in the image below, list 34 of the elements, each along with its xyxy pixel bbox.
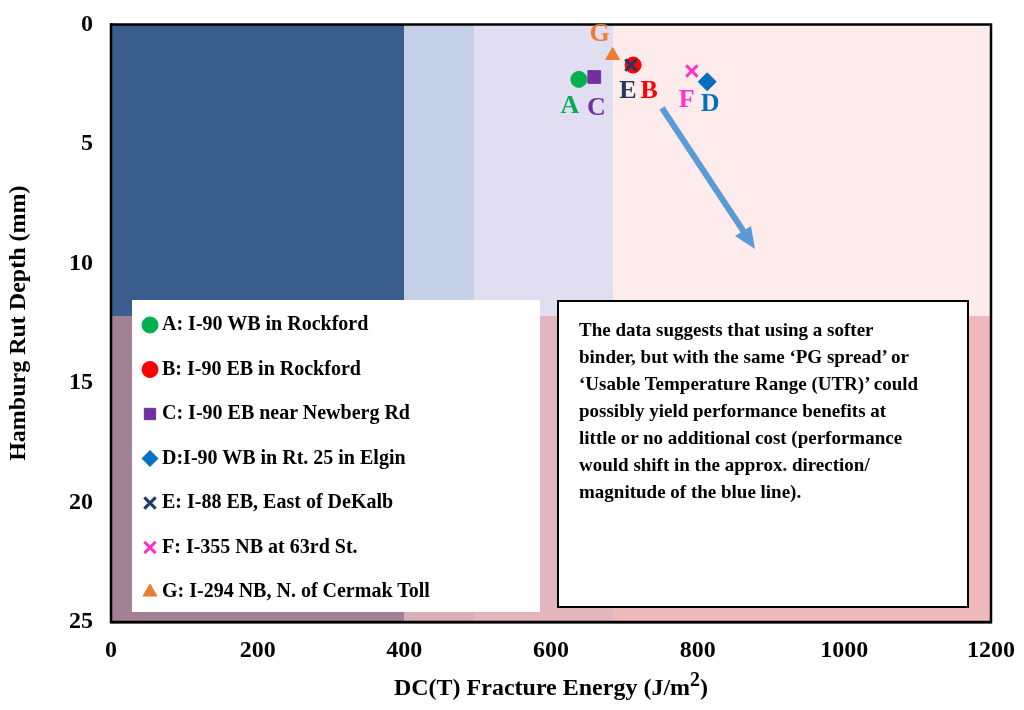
annotation: D: [700, 88, 720, 118]
y-tick-label: 25: [69, 607, 93, 634]
annotation: F: [678, 83, 695, 113]
point: [697, 72, 717, 92]
x-tick-label: 1200: [967, 635, 1015, 662]
x-axis-title: DC(T) Fracture Energy (J/m$^{2}$): [392, 668, 710, 701]
legend-label: F: I-355 NB at 63rd St.: [162, 534, 358, 557]
x-tick-label: 0: [105, 635, 117, 662]
y-tick-label: 20: [69, 487, 93, 514]
legend-label: A: I-90 WB in Rockford: [162, 312, 369, 335]
y-tick-label: 10: [69, 248, 93, 275]
point: [684, 63, 699, 79]
x-tick-label: 800: [679, 635, 716, 662]
annotation: E: [619, 74, 637, 104]
legend-label: E: I-88 EB, East of DeKalb: [162, 490, 394, 513]
y-tick-label: 5: [81, 129, 93, 156]
annotation: B: [640, 74, 658, 104]
legend-label: G: I-294 NB, N. of Cermak Toll: [162, 579, 431, 602]
x-tick-label: 1000: [820, 635, 869, 662]
y-axis-title: Hamburg Rut Depth (mm): [3, 185, 30, 461]
y-tick-label: 0: [81, 9, 93, 36]
point: [570, 70, 588, 88]
y-tick-label: 15: [69, 368, 93, 395]
point: [587, 70, 602, 84]
legend-label: C: I-90 EB near Newberg Rd: [162, 401, 410, 425]
legend-label: B: I-90 EB in Rockford: [162, 356, 361, 379]
annotation: C: [586, 91, 606, 121]
note-box: The data suggests that using a softer binder, but with the same ‘PG spread’ or ‘Usable Temperature Range (UTR)’ could possibly yield performance benefits at little or no additional cost (performance would shift in the approx. direction/ magnitude of the blue line).: [557, 300, 969, 608]
legend-label: D:I-90 WB in Rt. 25 in Elgin: [162, 445, 406, 469]
x-tick-label: 600: [533, 635, 569, 662]
annotation: G: [589, 18, 610, 48]
x-tick-label: 400: [386, 635, 423, 662]
annotation: A: [560, 90, 580, 120]
x-tick-label: 200: [239, 635, 276, 662]
